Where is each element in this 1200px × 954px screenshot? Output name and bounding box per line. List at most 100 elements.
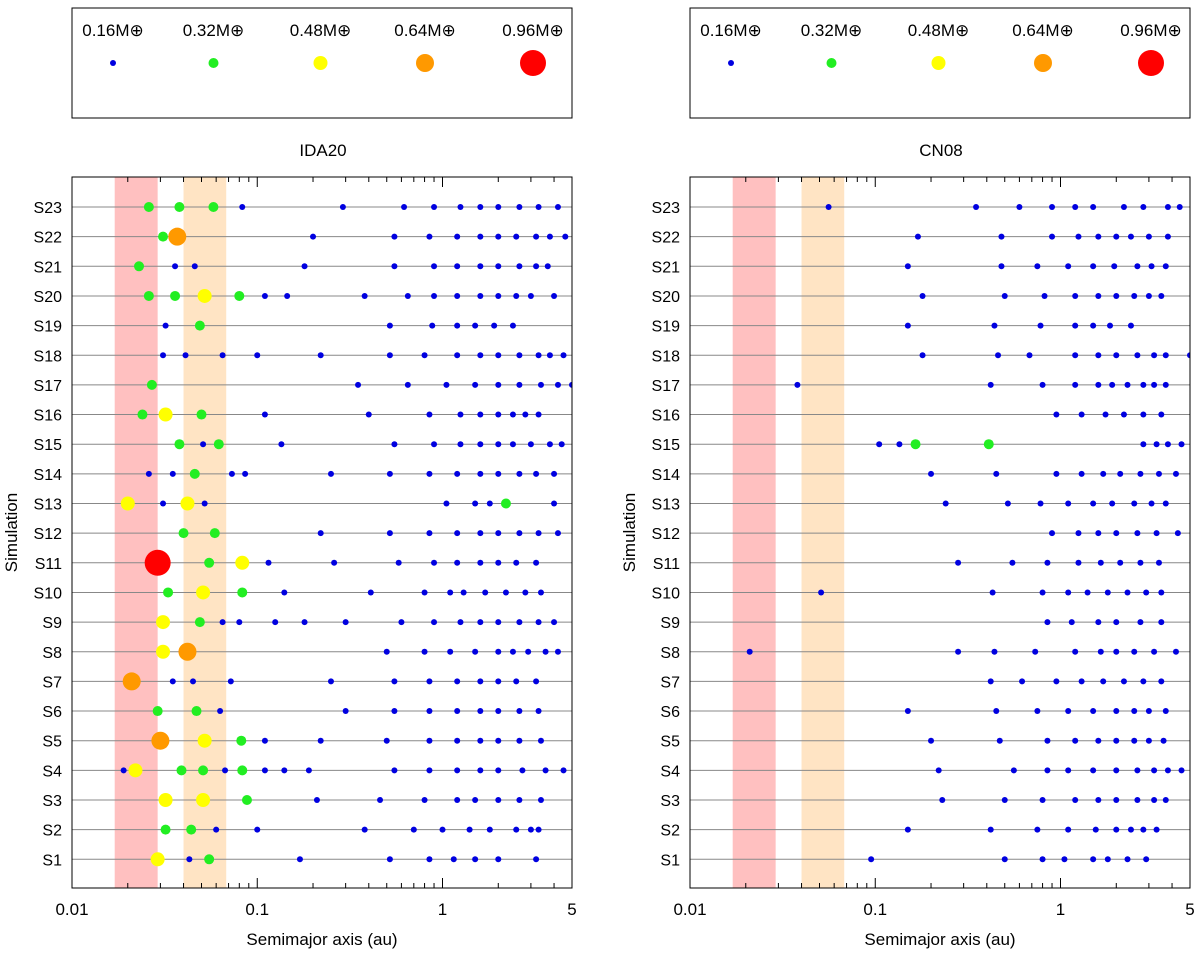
data-point xyxy=(261,767,268,774)
data-point xyxy=(1113,767,1120,774)
legend-label: 0.48M⊕ xyxy=(908,21,970,40)
data-point xyxy=(998,233,1005,240)
data-point xyxy=(513,678,520,685)
legend-marker xyxy=(826,58,837,68)
data-point xyxy=(477,559,484,566)
data-point xyxy=(1075,559,1082,566)
data-point xyxy=(339,204,346,210)
data-point xyxy=(533,856,540,863)
row-label: S13 xyxy=(652,497,681,514)
data-point xyxy=(1137,619,1144,626)
data-point xyxy=(560,352,567,359)
data-point xyxy=(1039,797,1046,803)
data-point xyxy=(1039,856,1046,863)
data-point xyxy=(367,589,374,596)
data-point xyxy=(1145,737,1152,744)
data-point xyxy=(535,204,542,210)
data-point xyxy=(1113,648,1120,655)
legend-label: 0.32M⊕ xyxy=(801,21,863,40)
data-point xyxy=(426,767,433,774)
data-point xyxy=(170,290,181,301)
data-point xyxy=(942,500,949,507)
data-point xyxy=(1037,500,1044,507)
data-point xyxy=(169,678,176,685)
x-tick-label: 1 xyxy=(438,900,447,919)
data-point xyxy=(219,352,226,359)
data-point xyxy=(1162,352,1169,359)
data-point xyxy=(454,797,461,803)
data-points xyxy=(746,204,1190,863)
data-point xyxy=(261,737,268,744)
row-label: S23 xyxy=(652,200,681,217)
data-point xyxy=(313,797,320,803)
data-point xyxy=(383,737,390,744)
data-point xyxy=(1039,589,1046,596)
data-point xyxy=(516,381,523,388)
data-point xyxy=(1164,233,1171,240)
row-label: S12 xyxy=(652,526,681,543)
x-axis-label: Semimajor axis (au) xyxy=(864,930,1015,949)
data-point xyxy=(1140,826,1147,833)
data-point xyxy=(447,589,454,596)
data-point xyxy=(134,261,145,272)
data-point xyxy=(194,617,205,628)
data-point xyxy=(1131,500,1138,507)
data-point xyxy=(1155,559,1162,566)
data-point xyxy=(1137,559,1144,566)
data-point xyxy=(426,856,433,863)
data-point xyxy=(560,767,567,774)
data-point xyxy=(454,470,461,477)
data-point xyxy=(472,856,479,863)
data-point xyxy=(227,678,234,685)
data-point xyxy=(361,292,368,299)
data-point xyxy=(305,767,312,774)
data-point xyxy=(150,852,165,867)
data-point xyxy=(1095,352,1102,359)
x-tick-label: 1 xyxy=(1056,900,1065,919)
data-point xyxy=(331,559,338,566)
data-point xyxy=(928,737,935,744)
data-point xyxy=(431,619,438,626)
data-point xyxy=(457,204,464,210)
data-point xyxy=(1065,708,1072,715)
data-point xyxy=(1095,233,1102,240)
data-point xyxy=(535,411,542,418)
legend-label: 0.96M⊕ xyxy=(502,21,564,40)
data-point xyxy=(217,708,224,715)
legend-marker xyxy=(313,56,328,70)
data-point xyxy=(1065,767,1072,774)
data-point xyxy=(1044,737,1051,744)
data-point xyxy=(1019,678,1026,685)
data-point xyxy=(495,856,502,863)
data-point xyxy=(1044,619,1051,626)
data-point xyxy=(431,292,438,299)
data-point xyxy=(404,292,411,299)
data-point xyxy=(1026,352,1033,359)
row-label: S18 xyxy=(652,348,681,365)
data-point xyxy=(533,470,540,477)
data-point xyxy=(868,856,875,863)
data-point xyxy=(535,708,542,715)
row-label: S6 xyxy=(42,704,62,721)
data-point xyxy=(477,708,484,715)
data-point xyxy=(546,441,553,448)
data-point xyxy=(191,263,198,270)
data-point xyxy=(1151,648,1158,655)
row-label: S21 xyxy=(34,259,63,276)
data-point xyxy=(546,233,553,240)
data-point xyxy=(522,411,529,418)
data-point xyxy=(265,559,272,566)
data-point xyxy=(904,263,911,270)
data-point xyxy=(495,470,502,477)
outer-band xyxy=(801,177,845,888)
panel-ida20: 0.16M⊕ 0.32M⊕ 0.48M⊕ 0.64M⊕ 0.96M⊕ IDA20 S1 S2 S… xyxy=(2,7,577,949)
data-point xyxy=(1174,530,1181,537)
row-label: S11 xyxy=(653,556,680,573)
data-point xyxy=(818,589,825,596)
data-point xyxy=(176,765,187,776)
data-point xyxy=(987,678,994,685)
data-point xyxy=(472,381,479,388)
data-point xyxy=(189,468,200,479)
data-point xyxy=(1049,530,1056,537)
data-point xyxy=(989,589,996,596)
